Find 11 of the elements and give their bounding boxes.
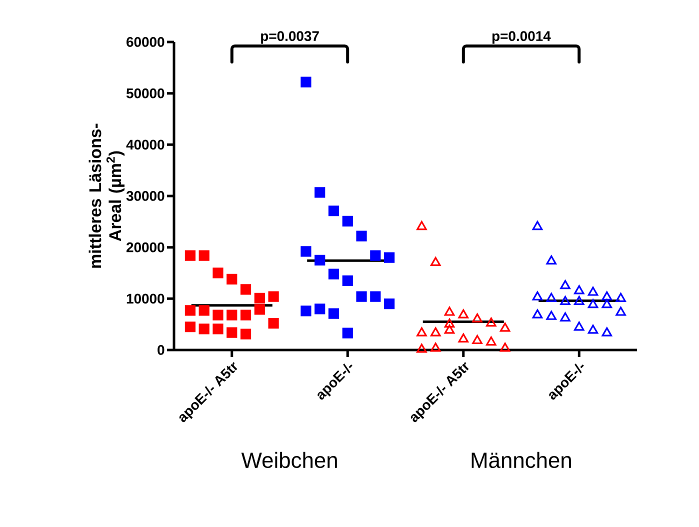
y-tick-label: 50000 [126, 88, 164, 98]
annotation: p=0.0037 [261, 31, 319, 44]
text: Weibchen [241, 452, 337, 468]
annotation: p=0.0014 [492, 31, 551, 44]
y-tick-label: 40000 [126, 140, 164, 150]
text: Männchen [472, 452, 571, 468]
y-tick-label: 0 [158, 345, 164, 355]
y-tick-label: 10000 [126, 294, 164, 304]
y-tick-label: 30000 [126, 191, 164, 201]
y-tick-label: 60000 [126, 37, 164, 47]
y-tick-label: 20000 [126, 242, 164, 252]
